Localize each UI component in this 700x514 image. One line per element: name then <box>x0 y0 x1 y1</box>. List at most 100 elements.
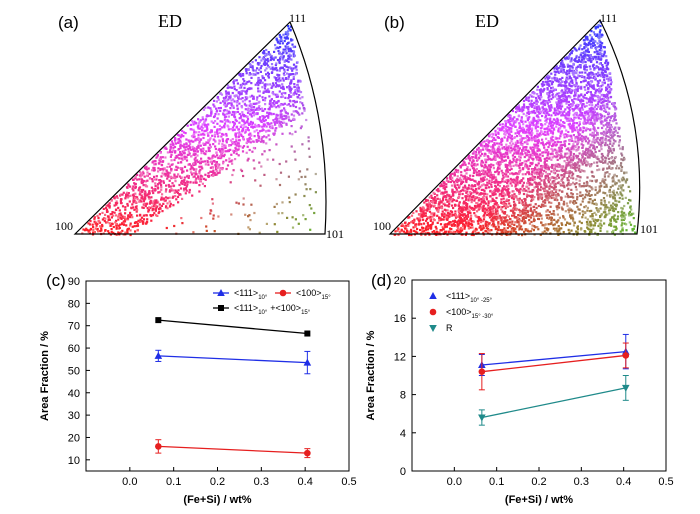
ipf-pixel <box>629 223 633 226</box>
ipf-pixel <box>289 91 292 94</box>
ipf-pixel <box>589 225 592 228</box>
ipf-pixel <box>237 143 240 146</box>
ipf-pixel <box>241 100 244 103</box>
ipf-pixel <box>544 116 547 119</box>
ipf-pixel <box>218 171 221 174</box>
ipf-pixel <box>162 160 165 163</box>
ipf-pixel <box>286 59 289 62</box>
ipf-pixel <box>123 220 127 223</box>
ipf-pixel <box>234 134 237 137</box>
ipf-pixel <box>592 38 595 41</box>
ipf-pixel <box>275 178 278 181</box>
ipf-pixel <box>239 168 243 171</box>
ipf-pixel <box>199 160 202 163</box>
ipf-pixel <box>622 156 626 159</box>
ipf-pixel <box>198 190 201 193</box>
ipf-pixel <box>599 160 602 163</box>
ipf-pixel <box>491 192 494 195</box>
ipf-pixel <box>245 115 248 118</box>
ipf-pixel <box>515 158 518 162</box>
ipf-pixel <box>472 194 475 198</box>
ipf-pixel <box>214 165 217 168</box>
ipf-pixel <box>590 209 593 212</box>
ipf-pixel <box>241 146 244 149</box>
ipf-pixel <box>158 159 161 162</box>
ipf-pixel <box>303 107 306 111</box>
ipf-pixel <box>465 197 468 200</box>
ipf-pixel <box>609 83 612 86</box>
ipf-pixel <box>569 222 572 225</box>
ipf-pixel <box>505 179 508 182</box>
ipf-pixel <box>609 142 612 145</box>
ipf-pixel <box>454 191 457 194</box>
ipf-pixel <box>303 194 306 198</box>
ipf-pixel <box>609 219 612 222</box>
ipf-pixel <box>239 125 242 128</box>
ipf-pixel <box>550 147 553 151</box>
ipf-pixel <box>136 198 139 201</box>
ipf-pixel <box>580 98 583 101</box>
ipf-pixel <box>549 165 552 169</box>
ipf-pixel <box>412 221 415 225</box>
ipf-pixel <box>151 180 154 183</box>
ipf-pixel <box>261 153 264 156</box>
ipf-pixel <box>151 161 154 164</box>
ipf-pixel <box>510 130 513 133</box>
ipf-pixel <box>287 66 290 69</box>
ipf-pixel <box>89 227 92 231</box>
ipf-pixel <box>564 152 567 155</box>
ipf-pixel <box>198 120 201 123</box>
ipf-pixel <box>633 225 636 228</box>
ipf-pixel <box>448 194 451 197</box>
ipf-pixel <box>204 153 207 156</box>
ipf-pixel <box>445 209 448 212</box>
ipf-pixel <box>465 176 468 179</box>
ipf-pixel <box>568 125 571 128</box>
ipf-pixel <box>593 161 596 164</box>
ipf-pixel <box>580 143 583 146</box>
ipf-pixel <box>579 191 582 194</box>
ipf-pixel <box>144 183 147 187</box>
ipf-pixel <box>589 179 592 182</box>
ipf-pixel <box>438 189 441 192</box>
ipf-pixel <box>585 91 589 94</box>
ipf-pixel <box>600 142 604 145</box>
ipf-pixel <box>106 210 109 213</box>
ipf-pixel <box>602 55 605 58</box>
ipf-pixel <box>261 140 264 143</box>
ipf-pixel <box>282 103 285 106</box>
ipf-pixel <box>269 83 272 86</box>
ipf-pixel <box>174 189 177 192</box>
ipf-pixel <box>550 136 553 139</box>
ipf-pixel <box>126 196 129 199</box>
ipf-pixel <box>280 86 283 89</box>
ipf-pixel <box>279 109 282 112</box>
ipf-pixel <box>472 174 475 177</box>
ipf-pixel <box>554 186 557 189</box>
ipf-pixel <box>465 222 468 225</box>
ipf-pixel <box>278 33 281 37</box>
ipf-pixel <box>608 146 611 150</box>
ipf-pixel <box>294 90 297 93</box>
ipf-pixel <box>466 202 469 206</box>
ipf-pixel <box>231 110 234 114</box>
ipf-pixel <box>512 159 515 162</box>
ipf-pixel <box>441 199 445 202</box>
ipf-pixel <box>175 168 178 171</box>
ipf-pixel <box>620 219 623 222</box>
ipf-pixel <box>479 149 482 152</box>
ipf-pixel <box>594 231 597 234</box>
ipf-pixel <box>591 152 594 155</box>
ipf-pixel <box>606 143 609 147</box>
ipf-pixel <box>134 196 137 200</box>
ipf-pixel <box>288 196 291 199</box>
ipf-pixel <box>483 209 487 212</box>
ipf-pixel <box>129 194 132 197</box>
ipf-pixel <box>199 177 202 180</box>
ipf-pixel <box>524 148 527 152</box>
ipf-pixel <box>238 102 241 105</box>
ipf-pixel <box>603 185 606 188</box>
ipf-pixel <box>583 86 586 89</box>
ipf-pixel <box>591 110 594 113</box>
